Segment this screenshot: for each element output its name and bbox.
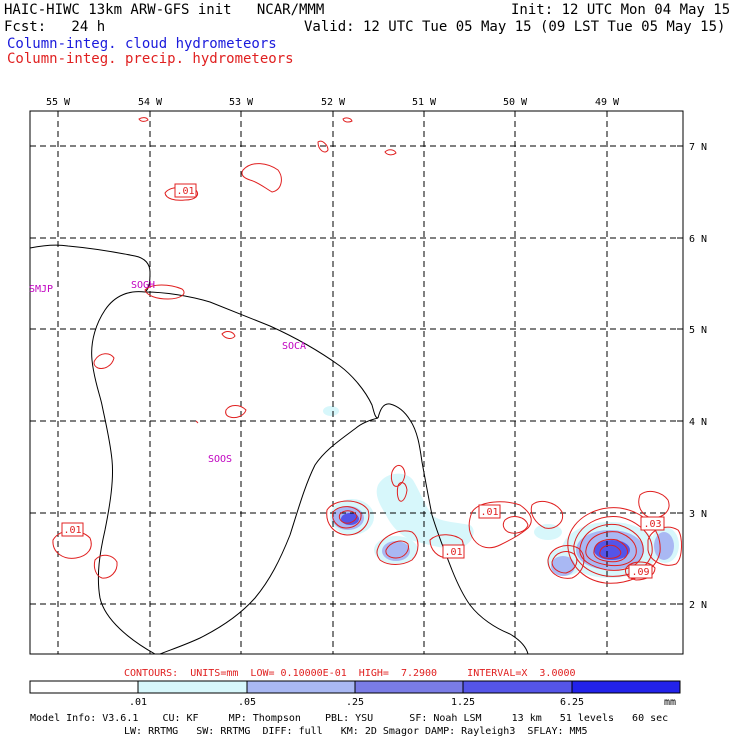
legend-precip-hydrometeors: Column-integ. precip. hydrometeors <box>7 51 294 67</box>
contour-label-box: .01 <box>61 522 84 537</box>
colorbar-segment-2 <box>246 680 356 694</box>
colorbar-units: mm <box>664 697 676 708</box>
lat-label: 6 N <box>689 234 707 245</box>
longitude-labels: 55 W 54 W 53 W 52 W 51 W 50 W 49 W <box>46 97 620 108</box>
lon-label: 50 W <box>503 97 528 108</box>
station-sogh: SOGH <box>131 280 155 291</box>
contour-label-box: .09 <box>628 564 653 579</box>
lon-label: 55 W <box>46 97 71 108</box>
lon-label: 49 W <box>595 97 620 108</box>
contour-label-box: .01 <box>174 183 197 198</box>
contour-label: .01 <box>444 547 462 558</box>
lon-label: 51 W <box>412 97 437 108</box>
init-time: Init: 12 UTC Mon 04 May 15 <box>511 2 731 18</box>
colorbar-segment-5 <box>571 680 681 694</box>
contour-label: .03 <box>643 519 661 530</box>
lon-label: 53 W <box>229 97 254 108</box>
contour-label-box: .01 <box>442 544 465 559</box>
colorbar-label: .25 <box>346 697 364 708</box>
legend-cloud-hydrometeors: Column-integ. cloud hydrometeors <box>7 36 277 52</box>
contour-label-box: .03 <box>640 516 665 531</box>
contour-label: .09 <box>631 567 649 578</box>
cloud-shading-strong <box>341 513 630 560</box>
colorbar-label: .05 <box>238 697 256 708</box>
lon-label: 54 W <box>138 97 163 108</box>
colorbar-segment-1 <box>137 680 248 694</box>
contour-label: .01 <box>480 507 498 518</box>
lon-label: 52 W <box>321 97 346 108</box>
colorbar-segment-4 <box>462 680 573 694</box>
station-soos: SOOS <box>208 454 232 465</box>
model-info-line2: LW: RRTMG SW: RRTMG DIFF: full KM: 2D Sm… <box>124 726 588 737</box>
latitude-labels: 7 N 6 N 5 N 4 N 3 N 2 N <box>689 142 707 611</box>
colorbar-label: 1.25 <box>451 697 475 708</box>
colorbar-label: .01 <box>129 697 147 708</box>
colorbar-segment-3 <box>354 680 464 694</box>
contour-label: .01 <box>63 525 81 536</box>
chart-title: HAIC-HIWC 13km ARW-GFS init NCAR/MMM <box>4 2 325 18</box>
station-smjp: SMJP <box>29 284 53 295</box>
forecast-hour: Fcst: 24 h <box>4 19 106 35</box>
axis-ticks <box>57 111 683 605</box>
lat-label: 3 N <box>689 509 707 520</box>
contour-label: .01 <box>176 186 194 197</box>
model-info-line1: Model Info: V3.6.1 CU: KF MP: Thompson P… <box>30 713 668 724</box>
coastline <box>29 244 529 655</box>
lat-lon-grid <box>30 111 683 654</box>
valid-time: Valid: 12 UTC Tue 05 May 15 (09 LST Tue … <box>304 19 726 35</box>
contour-info: CONTOURS: UNITS=mm LOW= 0.10000E-01 HIGH… <box>124 668 576 679</box>
colorbar-labels: .01 .05 .25 1.25 6.25 mm <box>129 697 676 708</box>
lat-label: 4 N <box>689 417 707 428</box>
colorbar <box>29 680 681 694</box>
lat-label: 5 N <box>689 325 707 336</box>
contour-label-box: .01 <box>478 504 501 519</box>
lat-label: 2 N <box>689 600 707 611</box>
lat-label: 7 N <box>689 142 707 153</box>
contour-labels: .01 .01 .01 .01 .03 .09 <box>61 183 665 579</box>
station-labels: SMJP SOGH SOCA SOOS <box>29 280 306 465</box>
colorbar-label: 6.25 <box>560 697 584 708</box>
colorbar-segment-0 <box>29 680 139 694</box>
station-soca: SOCA <box>282 341 306 352</box>
map-frame <box>29 110 684 655</box>
